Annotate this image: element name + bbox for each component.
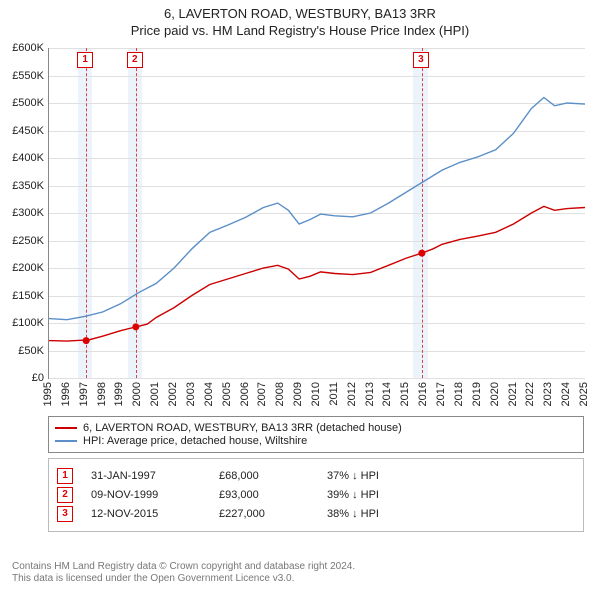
x-tick-label: 2019	[471, 382, 483, 406]
sale-dot	[418, 250, 425, 257]
y-tick-label: £300K	[0, 207, 44, 219]
x-tick-label: 1995	[42, 382, 54, 406]
legend-row: HPI: Average price, detached house, Wilt…	[55, 435, 577, 447]
legend-label: HPI: Average price, detached house, Wilt…	[83, 435, 307, 447]
table-row: 3 12-NOV-2015 £227,000 38% ↓ HPI	[57, 506, 575, 522]
y-tick-label: £550K	[0, 70, 44, 82]
x-tick-label: 2015	[399, 382, 411, 406]
x-tick-label: 2006	[239, 382, 251, 406]
x-tick-label: 2004	[203, 382, 215, 406]
sale-marker-box: 3	[413, 52, 429, 68]
x-tick-label: 2020	[489, 382, 501, 406]
x-tick-label: 2022	[524, 382, 536, 406]
chart-lines	[49, 48, 585, 378]
y-tick-label: £350K	[0, 180, 44, 192]
x-tick-label: 2016	[417, 382, 429, 406]
x-tick-label: 2021	[507, 382, 519, 406]
x-tick-label: 1997	[78, 382, 90, 406]
sale-date: 09-NOV-1999	[91, 489, 201, 501]
y-tick-label: £100K	[0, 317, 44, 329]
legend: 6, LAVERTON ROAD, WESTBURY, BA13 3RR (de…	[48, 416, 584, 453]
y-tick-label: £500K	[0, 97, 44, 109]
x-tick-label: 2003	[185, 382, 197, 406]
x-tick-label: 2000	[131, 382, 143, 406]
y-tick-label: £0	[0, 372, 44, 384]
sale-marker-box: 1	[77, 52, 93, 68]
sale-price: £68,000	[219, 470, 309, 482]
x-tick-label: 2012	[346, 382, 358, 406]
sale-price: £227,000	[219, 508, 309, 520]
y-tick-label: £200K	[0, 262, 44, 274]
sale-vs-hpi: 38% ↓ HPI	[327, 508, 379, 520]
y-tick-label: £250K	[0, 235, 44, 247]
sale-vs-hpi: 39% ↓ HPI	[327, 489, 379, 501]
footnote-2: This data is licensed under the Open Gov…	[12, 573, 294, 584]
sale-index-box: 3	[57, 506, 73, 522]
sale-index-box: 2	[57, 487, 73, 503]
chart-title-line2: Price paid vs. HM Land Registry's House …	[0, 21, 600, 40]
x-tick-label: 2017	[435, 382, 447, 406]
series-property	[49, 206, 585, 341]
sales-table: 1 31-JAN-1997 £68,000 37% ↓ HPI 2 09-NOV-1999…	[48, 458, 584, 532]
legend-row: 6, LAVERTON ROAD, WESTBURY, BA13 3RR (de…	[55, 422, 577, 434]
x-tick-label: 2005	[221, 382, 233, 406]
x-tick-label: 2008	[274, 382, 286, 406]
y-tick-label: £600K	[0, 42, 44, 54]
series-hpi	[49, 98, 585, 320]
footnote-1: Contains HM Land Registry data © Crown c…	[12, 561, 355, 572]
sale-date: 12-NOV-2015	[91, 508, 201, 520]
x-tick-label: 1999	[113, 382, 125, 406]
x-tick-label: 2023	[542, 382, 554, 406]
gridline	[49, 378, 585, 379]
table-row: 1 31-JAN-1997 £68,000 37% ↓ HPI	[57, 468, 575, 484]
sale-vs-hpi: 37% ↓ HPI	[327, 470, 379, 482]
sale-marker-box: 2	[127, 52, 143, 68]
chart-title-line1: 6, LAVERTON ROAD, WESTBURY, BA13 3RR	[0, 0, 600, 21]
x-tick-label: 2001	[149, 382, 161, 406]
x-tick-label: 2009	[292, 382, 304, 406]
y-tick-label: £400K	[0, 152, 44, 164]
sale-price: £93,000	[219, 489, 309, 501]
y-tick-label: £450K	[0, 125, 44, 137]
chart-plot-area	[48, 48, 585, 379]
x-tick-label: 2007	[256, 382, 268, 406]
x-tick-label: 2002	[167, 382, 179, 406]
x-tick-label: 2013	[364, 382, 376, 406]
x-tick-label: 2011	[328, 382, 340, 406]
sale-dot	[83, 337, 90, 344]
legend-swatch	[55, 427, 77, 429]
x-tick-label: 2010	[310, 382, 322, 406]
y-tick-label: £50K	[0, 345, 44, 357]
table-row: 2 09-NOV-1999 £93,000 39% ↓ HPI	[57, 487, 575, 503]
sale-date: 31-JAN-1997	[91, 470, 201, 482]
y-tick-label: £150K	[0, 290, 44, 302]
x-tick-label: 2018	[453, 382, 465, 406]
x-tick-label: 2014	[381, 382, 393, 406]
sale-index-box: 1	[57, 468, 73, 484]
sale-dot	[132, 323, 139, 330]
x-tick-label: 2025	[578, 382, 590, 406]
x-tick-label: 2024	[560, 382, 572, 406]
legend-label: 6, LAVERTON ROAD, WESTBURY, BA13 3RR (de…	[83, 422, 402, 434]
legend-swatch	[55, 440, 77, 442]
x-tick-label: 1998	[96, 382, 108, 406]
x-tick-label: 1996	[60, 382, 72, 406]
